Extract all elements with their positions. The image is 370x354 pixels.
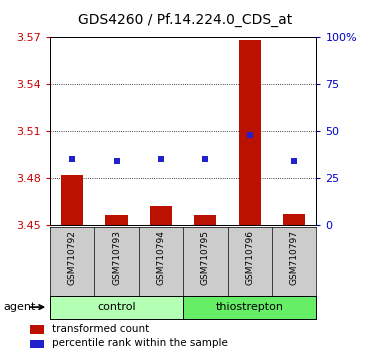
Text: GDS4260 / Pf.14.224.0_CDS_at: GDS4260 / Pf.14.224.0_CDS_at [78,12,292,27]
Text: GSM710797: GSM710797 [290,230,299,285]
Text: thiostrepton: thiostrepton [216,302,284,312]
Text: GSM710793: GSM710793 [112,230,121,285]
Text: percentile rank within the sample: percentile rank within the sample [53,338,228,348]
Bar [283,214,305,225]
Bar [194,215,216,225]
Text: GSM710792: GSM710792 [68,230,77,285]
Text: transformed count: transformed count [53,324,149,334]
Bar [105,215,128,225]
Bar [30,325,44,334]
Bar [150,206,172,225]
Bar [61,175,83,225]
Text: GSM710795: GSM710795 [201,230,210,285]
Bar [30,340,44,348]
Bar [239,40,261,225]
Text: agent: agent [4,302,36,312]
Text: GSM710794: GSM710794 [157,230,165,285]
Text: control: control [97,302,136,312]
Text: GSM710796: GSM710796 [245,230,254,285]
